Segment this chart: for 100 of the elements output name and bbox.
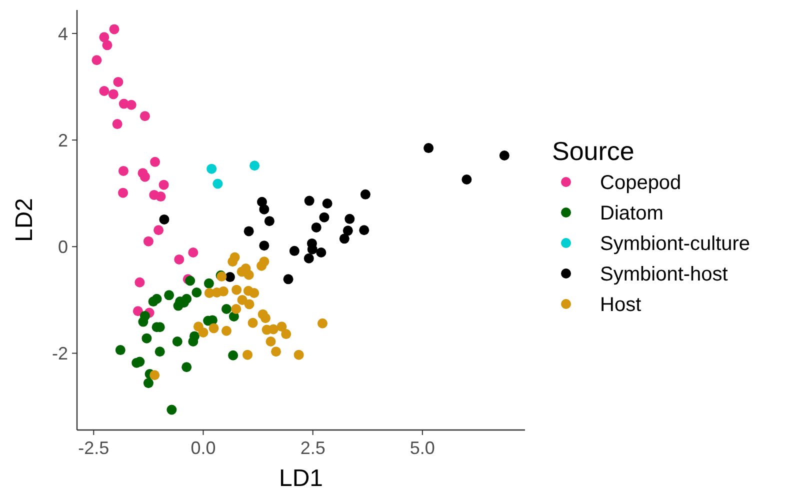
point [224, 272, 235, 282]
point [156, 192, 166, 202]
point [140, 172, 150, 182]
point [228, 350, 238, 360]
point [250, 160, 260, 171]
point [208, 323, 219, 334]
point [150, 156, 160, 167]
x-tick-label: 0.0 [190, 438, 216, 458]
point [212, 178, 223, 189]
point [115, 345, 126, 356]
point [192, 287, 202, 298]
point [92, 55, 102, 66]
point [322, 198, 332, 208]
point [259, 204, 270, 214]
legend-label: Copepod [600, 172, 682, 194]
legend-label: Symbiont-culture [600, 233, 750, 255]
point [140, 111, 150, 122]
point [221, 304, 232, 314]
point [249, 288, 260, 298]
point [113, 76, 124, 87]
point [276, 322, 287, 332]
y-tick-label: 4 [58, 24, 68, 44]
point [221, 326, 232, 336]
point [182, 362, 192, 372]
point [118, 188, 128, 198]
point [204, 278, 214, 288]
point [264, 216, 274, 226]
point [109, 24, 120, 34]
point [166, 404, 177, 415]
point [126, 100, 136, 110]
y-axis-title: LD2 [11, 198, 38, 242]
point [172, 336, 182, 347]
point [142, 333, 152, 344]
point [244, 226, 254, 236]
point [228, 256, 238, 267]
x-tick-label: 2.5 [300, 438, 326, 458]
point [198, 327, 208, 338]
y-tick-label: 2 [58, 130, 68, 150]
x-axis-title: LD1 [278, 465, 324, 492]
point [158, 180, 169, 190]
point [134, 277, 145, 288]
legend-label: Host [600, 294, 642, 316]
point [143, 236, 154, 246]
point [148, 296, 158, 307]
point [283, 274, 294, 284]
point [311, 222, 322, 232]
point [102, 40, 112, 50]
point [242, 350, 253, 360]
legend-title: Source [552, 136, 634, 166]
point [138, 316, 148, 327]
point [260, 313, 270, 324]
point [281, 329, 292, 340]
y-tick-label: 0 [58, 236, 68, 257]
point [462, 174, 472, 184]
point [150, 370, 160, 380]
point [143, 378, 154, 388]
point [339, 234, 350, 244]
point [304, 253, 314, 264]
point [99, 32, 110, 42]
point [307, 244, 318, 254]
point [108, 89, 118, 100]
point [154, 346, 165, 357]
point [218, 286, 228, 296]
point [289, 246, 300, 256]
x-tick-label: -2.5 [78, 438, 110, 458]
point [237, 294, 248, 305]
legend-label: Diatom [600, 202, 664, 224]
point [359, 225, 370, 236]
point [244, 270, 254, 280]
point [231, 304, 242, 314]
legend-label: Symbiont-host [600, 264, 728, 286]
point [159, 214, 170, 224]
x-tick-label: 5.0 [410, 438, 435, 458]
point [317, 318, 328, 328]
point [112, 119, 122, 130]
point [188, 248, 198, 258]
point [232, 284, 242, 295]
point [319, 212, 330, 222]
point [424, 143, 434, 154]
point [154, 225, 164, 236]
point [342, 226, 353, 236]
point [304, 196, 314, 206]
point [244, 299, 254, 310]
point [188, 336, 198, 347]
point [132, 306, 143, 316]
point [268, 324, 278, 334]
point [248, 318, 258, 328]
point [271, 346, 282, 357]
point [316, 248, 326, 258]
y-tick-label: -2 [52, 344, 68, 364]
point [99, 86, 110, 96]
point [344, 214, 355, 224]
point [185, 276, 196, 286]
point [499, 150, 510, 161]
point [118, 166, 128, 176]
point [259, 240, 270, 251]
point [294, 350, 304, 360]
point [266, 336, 276, 347]
point [256, 260, 267, 271]
point [360, 189, 370, 200]
